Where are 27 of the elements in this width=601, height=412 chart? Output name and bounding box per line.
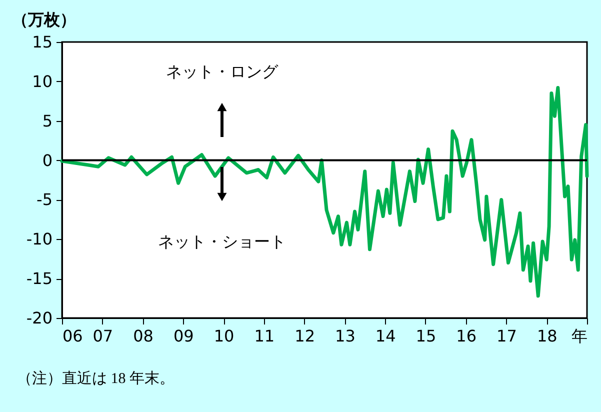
x-tick-label: 18	[536, 326, 558, 346]
y-tick-label: 0	[42, 150, 52, 170]
x-tick-label: 06	[62, 326, 83, 346]
x-tick-label: 年	[572, 326, 588, 346]
x-tick-label: 14	[375, 326, 396, 346]
line-series	[60, 86, 589, 298]
y-tick-label: -5	[36, 190, 52, 210]
x-tick-label: 07	[92, 326, 114, 346]
y-tick-label: 15	[32, 32, 52, 52]
annotation: ネット・ロング	[166, 62, 279, 81]
y-axis-title: （万枚）	[12, 10, 76, 29]
y-tick-label: -10	[26, 230, 52, 249]
x-tick-label: 17	[496, 326, 517, 346]
y-tick-label: 5	[42, 111, 52, 130]
x-tick-label: 11	[254, 326, 275, 346]
annotation: ネット・ショート	[158, 232, 286, 251]
x-tick-label: 10	[214, 326, 234, 346]
text: （注）直近は 18 年末。	[17, 370, 174, 387]
y-tick-label: -15	[26, 269, 52, 288]
x-tick-label: 08	[133, 326, 154, 346]
y-tick-label: -20	[26, 308, 52, 328]
x-tick-label: 15	[416, 326, 436, 346]
x-tick-label: 16	[456, 326, 477, 346]
y-tick-label: 10	[32, 72, 52, 91]
x-tick-label: 09	[173, 326, 194, 346]
x-tick-label: 13	[335, 326, 356, 346]
x-tick-label: 12	[294, 326, 315, 346]
